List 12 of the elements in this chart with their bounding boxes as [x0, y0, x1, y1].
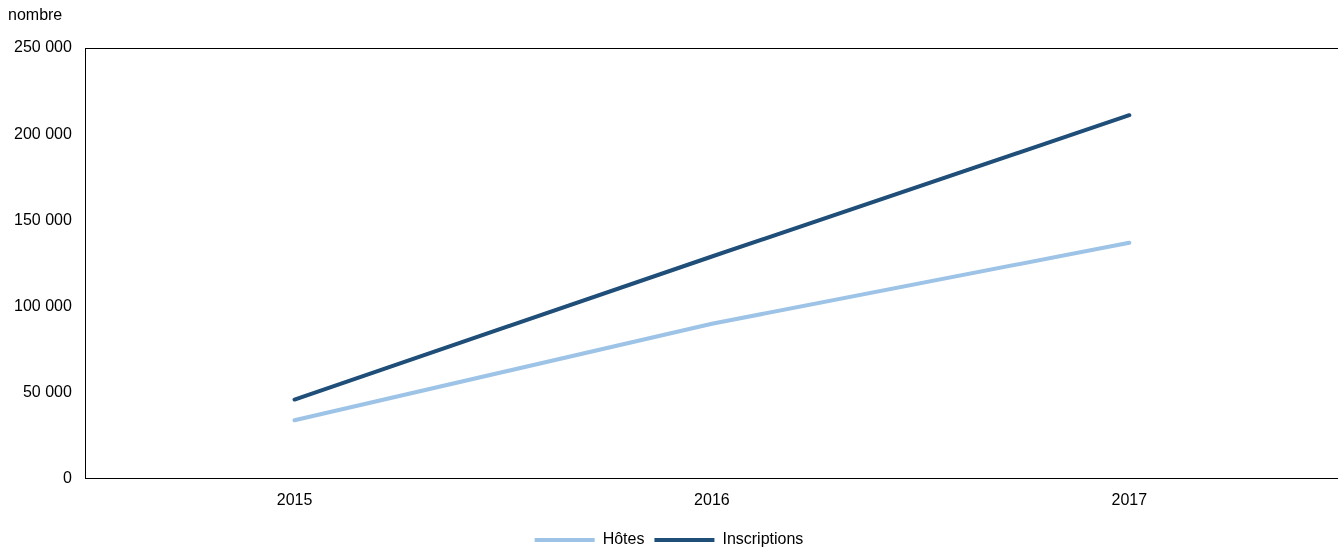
- legend-label: Inscriptions: [722, 530, 804, 548]
- y-axis-title: nombre: [8, 6, 63, 24]
- y-tick-label: 50 000: [22, 383, 72, 401]
- legend-label: Hôtes: [602, 530, 645, 548]
- x-tick-label: 2015: [276, 490, 313, 508]
- y-tick-label: 0: [62, 469, 72, 487]
- y-tick-label: 250 000: [13, 38, 72, 56]
- x-tick-label: 2016: [694, 490, 730, 508]
- y-tick-label: 150 000: [13, 210, 72, 228]
- x-tick-label: 2017: [1111, 490, 1148, 508]
- y-tick-label: 100 000: [13, 296, 72, 314]
- y-tick-label: 200 000: [13, 124, 72, 142]
